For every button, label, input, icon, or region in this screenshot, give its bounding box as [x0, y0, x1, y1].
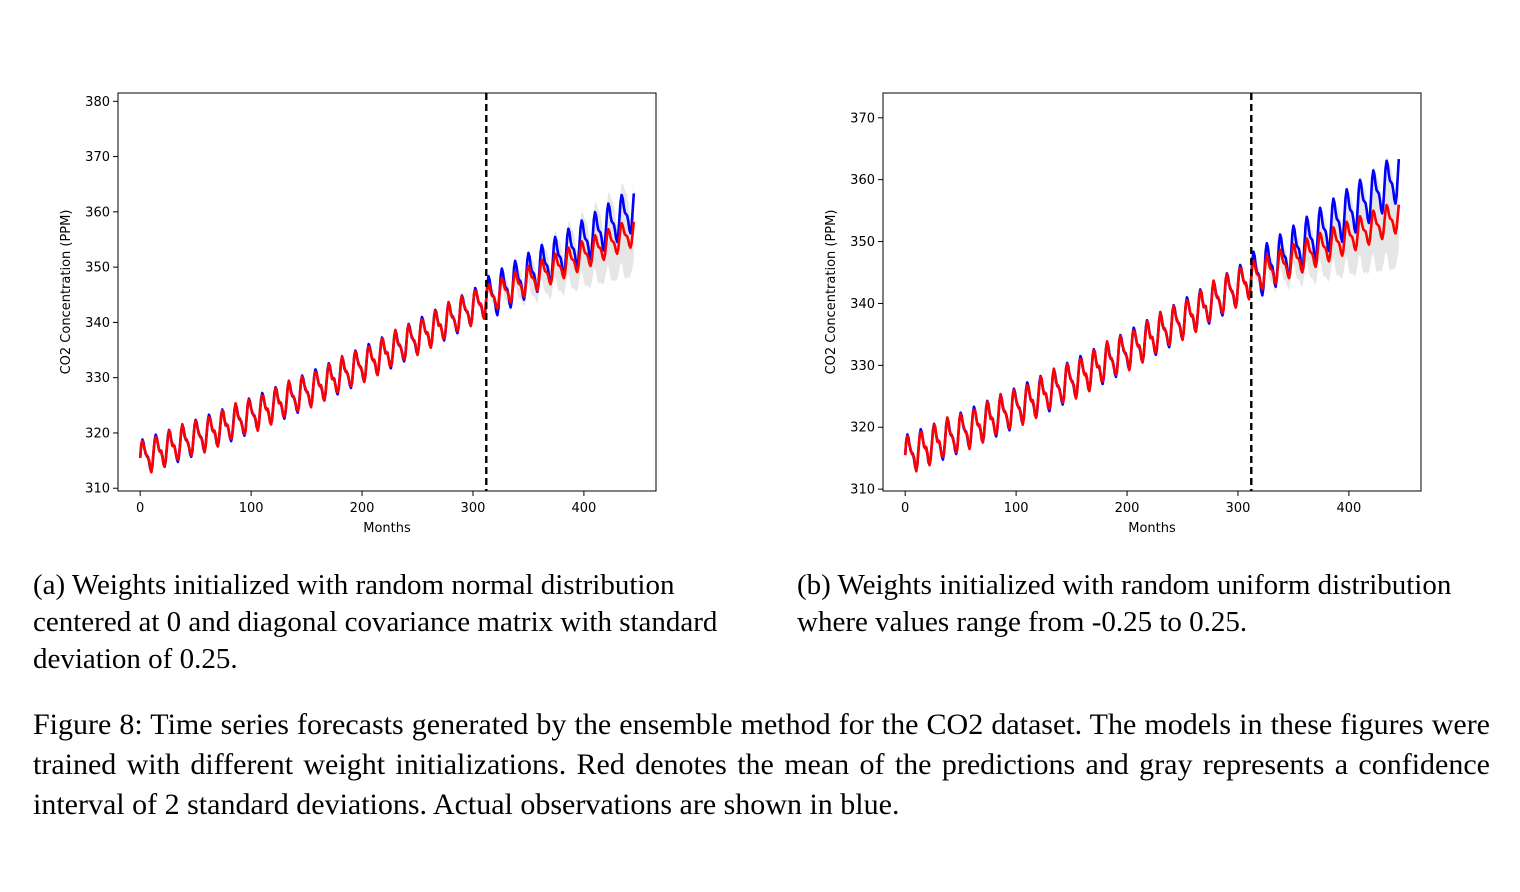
mean-prediction-line [138, 221, 636, 474]
y-tick-label: 340 [850, 297, 875, 312]
mean-prediction-line [903, 203, 1401, 473]
y-axis-label: CO2 Concentration (PPM) [59, 210, 74, 375]
y-tick-label: 380 [85, 95, 110, 110]
figure-caption: Figure 8: Time series forecasts generate… [33, 708, 1490, 821]
x-tick-label: 200 [350, 501, 375, 516]
x-axis-label: Months [363, 521, 411, 536]
x-tick-label: 0 [901, 501, 909, 516]
chart-b-svg: 0 100 200 300 400 310 320 330 340 350 360 370 Months… [824, 92, 1422, 536]
y-tick-label: 310 [850, 483, 875, 498]
x-tick-label: 400 [1336, 501, 1361, 516]
y-tick-label: 320 [85, 426, 110, 441]
y-tick-label: 310 [85, 482, 110, 497]
chart-a: 0 100 200 300 400 310 320 330 340 350 360 370 380 Mon… [20, 80, 720, 550]
y-axis-label: CO2 Concentration (PPM) [824, 210, 839, 375]
subcaption-b: (b) Weights initialized with random unif… [797, 569, 1452, 638]
chart-a-svg: 0 100 200 300 400 310 320 330 340 350 360 370 380 Mon… [59, 92, 657, 536]
y-tick-label: 350 [85, 261, 110, 276]
subcaption-a: (a) Weights initialized with random norm… [33, 569, 718, 675]
x-tick-label: 200 [1115, 501, 1140, 516]
y-tick-label: 340 [85, 316, 110, 331]
chart-b: 0 100 200 300 400 310 320 330 340 350 360 370 Months… [785, 80, 1485, 550]
y-tick-label: 360 [85, 205, 110, 220]
x-tick-label: 100 [1004, 501, 1029, 516]
y-tick-label: 370 [850, 111, 875, 126]
x-tick-label: 100 [239, 501, 264, 516]
x-tick-label: 300 [1226, 501, 1251, 516]
x-tick-label: 400 [571, 501, 596, 516]
y-tick-label: 350 [850, 235, 875, 250]
y-tick-label: 360 [850, 173, 875, 188]
y-tick-label: 330 [850, 359, 875, 374]
plot-frame [117, 92, 657, 492]
x-tick-label: 0 [136, 501, 144, 516]
y-tick-label: 330 [85, 371, 110, 386]
plot-frame [882, 92, 1422, 492]
y-tick-label: 370 [85, 150, 110, 165]
x-axis-label: Months [1128, 521, 1176, 536]
x-tick-label: 300 [461, 501, 486, 516]
y-tick-label: 320 [850, 421, 875, 436]
